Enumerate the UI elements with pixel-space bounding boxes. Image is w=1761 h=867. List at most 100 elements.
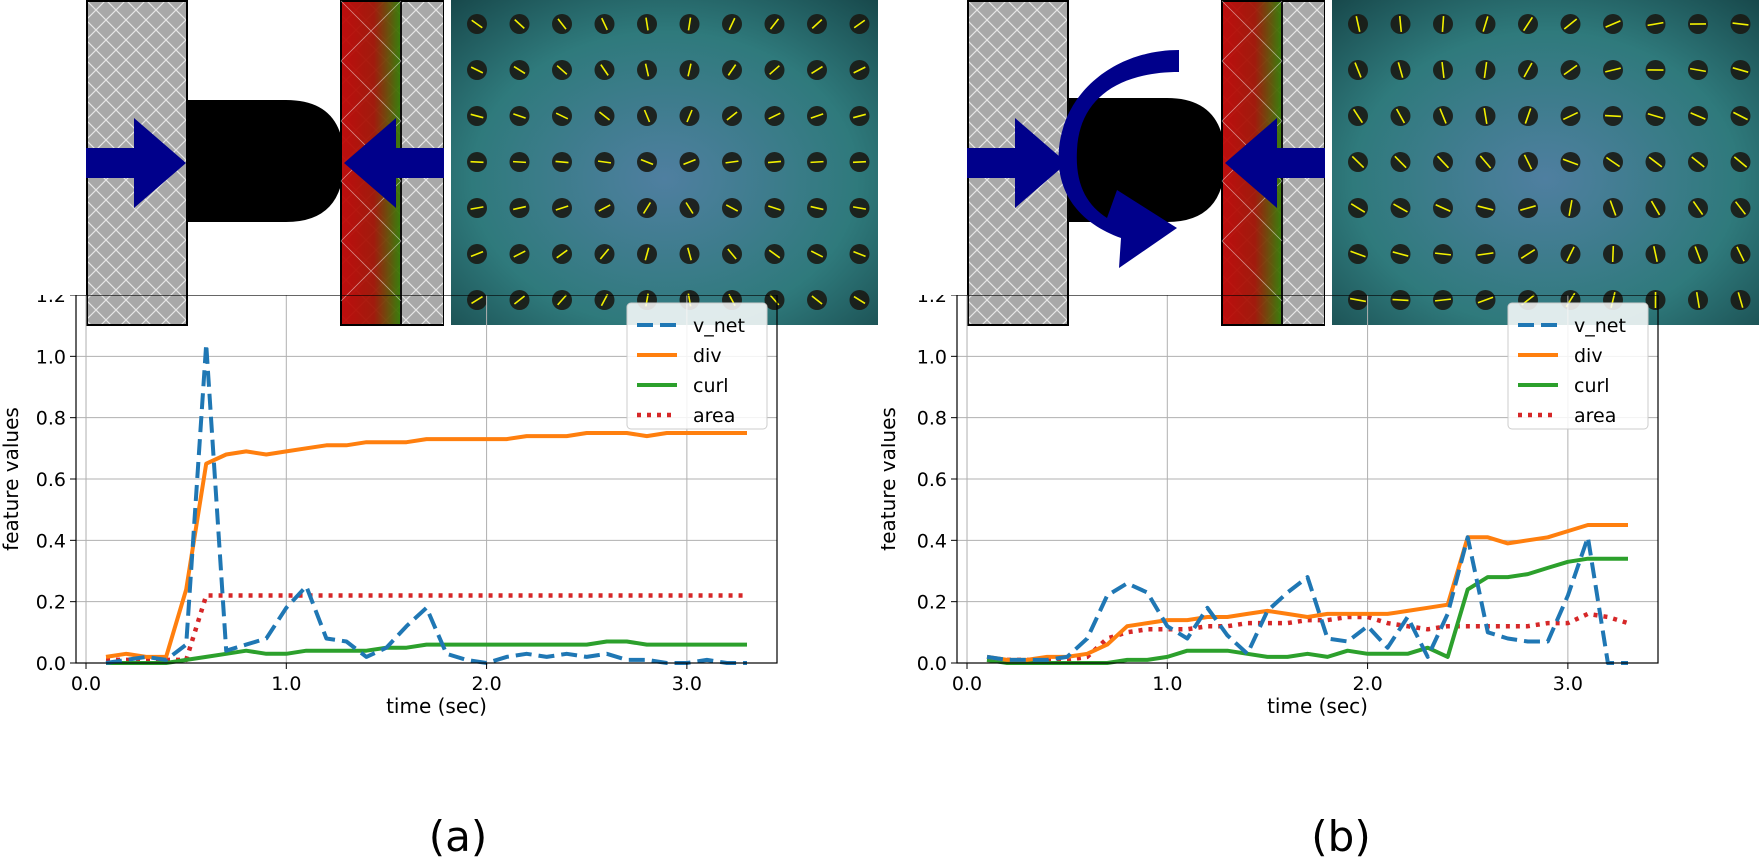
y-tick-label: 1.2 [917,295,947,307]
chart-b: 0.0 1.0 2.0 3.0 0.0 0.2 0.4 0.6 0.8 1.0 1.2 time (s… [876,285,1761,775]
displacement-arrow [1648,156,1663,168]
y-tick-label: 1.2 [36,295,66,307]
displacement-arrow [470,160,484,164]
series-line-curl [986,556,1628,665]
legend-label-div: div [1574,345,1603,367]
legend-label-area: area [1574,405,1616,427]
displacement-arrow [512,160,527,164]
displacement-arrow [1692,200,1704,216]
series-line-v-net [105,342,747,665]
displacement-arrow [556,249,568,259]
push-arrow-right [344,118,444,208]
displacement-arrow [768,205,781,211]
displacement-arrow [1650,200,1661,216]
displacement-arrow [853,113,866,119]
displacement-arrow [512,205,527,211]
displacement-arrow [1477,296,1494,304]
legend-box [626,302,768,430]
displacement-arrow [598,111,611,121]
panel-a: 0.0 1.0 2.0 3.0 0.0 0.2 0.4 0.6 0.8 1.0 1.2 time (s… [0,0,880,867]
y-tick-label: 0.2 [917,592,947,614]
displacement-arrow [600,293,609,307]
displacement-arrow [1397,62,1404,78]
displacement-arrow [1691,156,1705,168]
legend-label-curl: curl [693,375,729,397]
displacement-arrow [811,65,823,75]
displacement-arrow [1524,108,1532,124]
displacement-arrow [1604,114,1622,118]
displacement-arrow [1611,245,1615,263]
series-line-div [105,431,747,659]
displacement-arrow [513,65,526,75]
displacement-arrow [685,202,694,214]
displacement-arrow [1733,111,1748,121]
displacement-arrow [555,160,569,164]
displacement-arrow [1436,155,1450,169]
displacement-arrow [1566,246,1575,262]
series-line-curl [106,639,747,665]
displacement-arrow [470,250,484,258]
displacement-arrow [514,19,525,29]
displacement-arrow [1732,22,1749,26]
displacement-arrow [600,64,609,76]
displacement-arrow [683,158,696,166]
x-tick-label: 1.0 [271,673,301,695]
displacement-arrow [853,66,866,74]
x-tick-label: 1.0 [1152,673,1182,695]
panel-b: 0.0 1.0 2.0 3.0 0.0 0.2 0.4 0.6 0.8 1.0 1.2 time (s… [876,0,1761,867]
displacement-arrow [687,17,692,31]
x-tick-label: 2.0 [1352,673,1382,695]
object-shape [187,100,344,222]
y-tick-label: 0.4 [917,530,947,552]
x-tick-label: 2.0 [471,673,501,695]
displacement-arrow [1605,67,1621,73]
displacement-arrow [557,18,567,30]
x-tick-label: 3.0 [672,673,702,695]
displacement-arrow [640,158,654,166]
displacement-arrow [1523,62,1533,78]
y-tick-label: 1.0 [917,346,947,368]
displacement-arrow [513,113,526,119]
displacement-arrow [853,295,866,305]
push-arrow-right [1225,118,1325,208]
displacement-arrow [555,112,569,120]
displacement-arrow [1520,205,1536,211]
displacement-arrow [1690,112,1706,120]
displacement-arrow [1394,155,1407,169]
y-tick-label: 0.8 [917,408,947,430]
y-tick-label: 1.0 [36,346,66,368]
displacement-arrow [1349,297,1367,303]
object-shape [1068,98,1225,222]
displacement-arrow [810,113,824,119]
x-tick-label: 0.0 [952,673,982,695]
displacement-arrow [1354,62,1362,78]
legend-label-curl: curl [1574,375,1610,397]
series-line-div [986,523,1628,662]
displacement-arrow [769,18,780,30]
legend-label-v-net: v_net [1574,315,1626,337]
displacement-arrow [1647,21,1664,27]
displacement-arrow [513,250,526,258]
displacement-arrow [599,248,610,260]
displacement-arrow [727,248,737,260]
displacement-arrow [1393,203,1408,213]
y-tick-label: 0.8 [36,408,66,430]
x-axis-label: time (sec) [386,694,487,718]
displacement-arrow [1734,201,1747,215]
plot-group: 0.0 1.0 2.0 3.0 0.0 0.2 0.4 0.6 0.8 1.0 1.2 time (s… [876,285,1659,718]
displacement-arrow [1441,61,1445,79]
displacement-arrow [1562,111,1579,121]
chart-a: 0.0 1.0 2.0 3.0 0.0 0.2 0.4 0.6 0.8 1.0 1.2 time (s… [0,285,880,775]
displacement-arrow [1733,156,1748,168]
displacement-arrow [1351,155,1365,169]
displacement-arrow [1523,154,1533,170]
displacement-arrow [1522,16,1534,32]
y-axis-label: feature values [0,407,23,551]
displacement-arrow [642,202,652,214]
displacement-arrow [725,160,739,164]
displacement-arrow [555,205,569,211]
displacement-arrow [601,17,608,31]
displacement-arrow [1479,155,1492,169]
displacement-arrow [811,19,823,29]
